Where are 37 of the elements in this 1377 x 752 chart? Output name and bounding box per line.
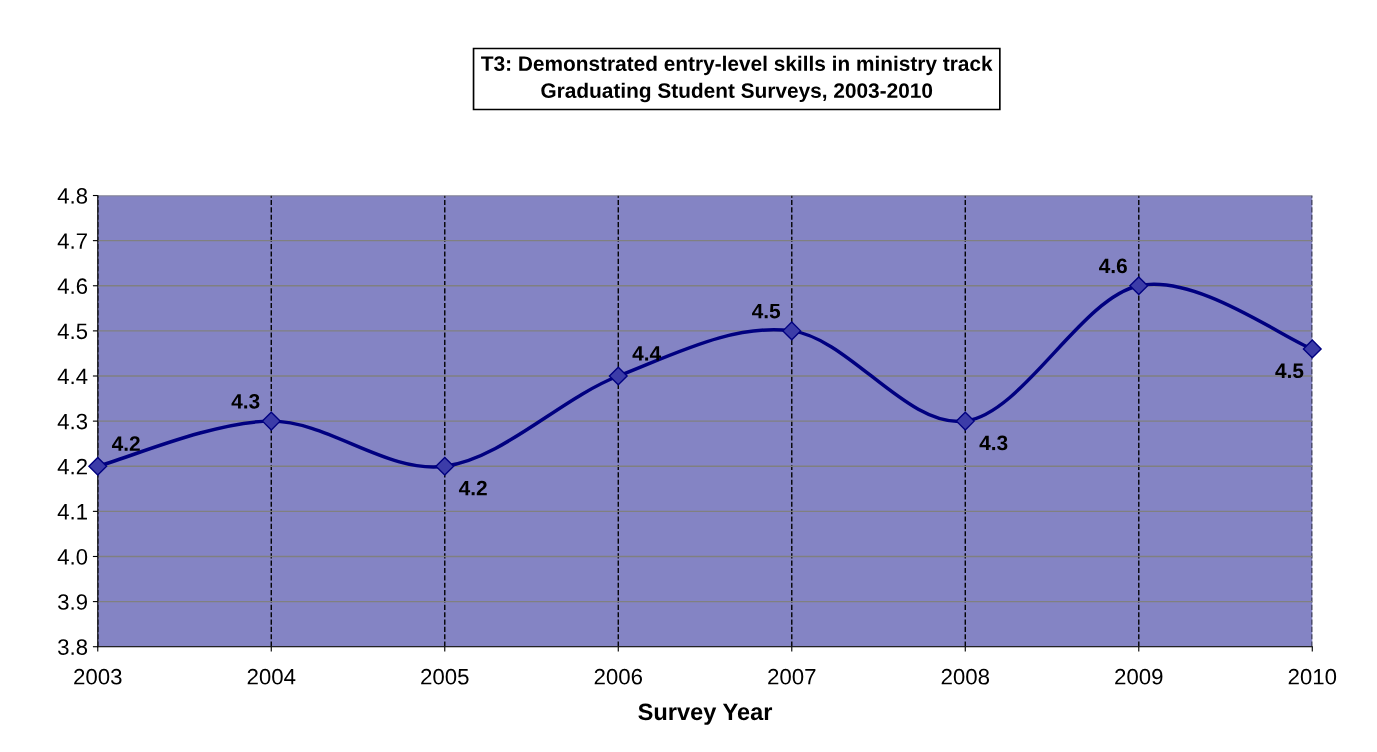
x-tick-label: 2003 xyxy=(74,668,122,685)
point xyxy=(608,366,628,386)
data-label: 4.2 xyxy=(458,480,487,496)
point xyxy=(955,411,975,431)
point xyxy=(88,456,108,476)
data-label: 4.3 xyxy=(231,393,260,409)
x-tick-label: 2004 xyxy=(247,668,296,685)
y-tick-label: 4.0 xyxy=(57,549,88,565)
y-tick-label: 4.3 xyxy=(57,413,88,430)
y-tick-label: 4.4 xyxy=(57,368,88,385)
data-label: 4.3 xyxy=(979,435,1008,451)
x-axis-title: Survey Year xyxy=(638,703,773,725)
data-label: 4.5 xyxy=(1275,363,1304,379)
x-tick-label: 2007 xyxy=(768,668,816,685)
y-tick-label: 4.8 xyxy=(57,188,88,204)
y-tick-label: 4.7 xyxy=(57,233,87,249)
x-tick-label: 2009 xyxy=(1115,668,1163,685)
y-tick-label: 4.5 xyxy=(57,323,88,340)
y-tick-label: 4.6 xyxy=(57,278,88,295)
point xyxy=(435,456,455,476)
y-tick-label: 4.1 xyxy=(57,504,87,520)
point xyxy=(261,411,281,431)
data-label: 4.4 xyxy=(632,346,662,361)
data-label: 4.2 xyxy=(111,436,140,451)
point xyxy=(1302,339,1322,359)
x-tick-label: 2005 xyxy=(421,668,469,685)
y-tick-label: 4.2 xyxy=(57,458,87,475)
x-tick-label: 2008 xyxy=(941,668,990,685)
y-tick-label: 3.9 xyxy=(58,594,87,610)
x-tick-label: 2006 xyxy=(594,668,643,685)
point xyxy=(1129,276,1149,296)
x-tick-label: 2010 xyxy=(1288,668,1337,685)
chart-title: T3: Demonstrated entry-level skills in ministry track Graduating Student Surveys, 2003-2010 xyxy=(481,55,993,103)
data-label: 4.6 xyxy=(1099,258,1127,274)
point xyxy=(782,321,802,341)
data-label: 4.5 xyxy=(752,303,781,319)
y-tick-label: 3.8 xyxy=(58,639,88,655)
